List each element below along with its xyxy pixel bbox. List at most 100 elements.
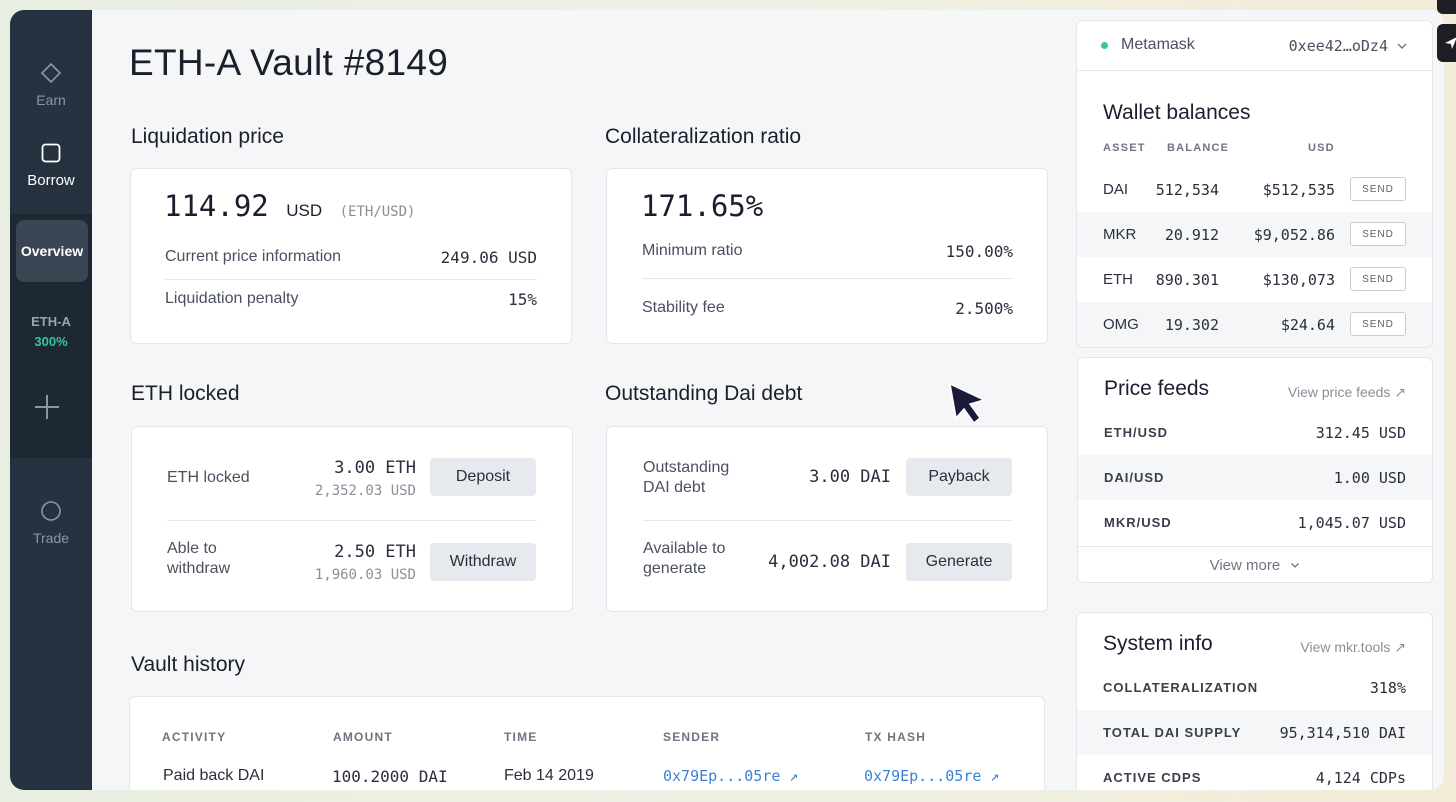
asset-name: OMG	[1103, 316, 1139, 333]
system-value: 95,314,510 DAI	[1279, 724, 1406, 742]
col-asset: ASSET	[1103, 142, 1146, 154]
dai-debt-card: Outstanding DAI debt 3.00 DAI Payback Av…	[606, 426, 1048, 612]
corner-control-send[interactable]	[1437, 24, 1456, 62]
sidebar: Earn Borrow Overview ETH-A 300% Trade	[10, 10, 92, 790]
eth-locked-label: ETH locked	[167, 469, 250, 486]
asset-usd: $512,535	[1262, 181, 1335, 199]
nav-overview[interactable]: Overview	[16, 220, 88, 282]
send-mkr-button[interactable]: SEND	[1350, 222, 1406, 246]
current-price-label: Current price information	[165, 248, 342, 265]
collateral-ratio-value: 171.65%	[641, 189, 764, 223]
add-vault-icon[interactable]	[32, 392, 62, 422]
withdraw-button[interactable]: Withdraw	[430, 543, 536, 581]
collateral-card: 171.65% Minimum ratio 150.00% Stability …	[606, 168, 1048, 344]
diamond-icon	[40, 62, 62, 84]
view-more-button[interactable]: View more	[1078, 546, 1432, 582]
nav-earn[interactable]: Earn	[10, 62, 92, 108]
liquidation-card: 114.92 USD (ETH/USD) Current price infor…	[130, 168, 572, 344]
outstanding-debt-line2: DAI debt	[643, 479, 706, 496]
system-row-dai-supply: TOTAL DAI SUPPLY 95,314,510 DAI	[1077, 710, 1432, 755]
stability-fee-value: 2.500%	[955, 299, 1013, 318]
outstanding-debt-value: 3.00 DAI	[809, 467, 891, 487]
wallet-card: Metamask 0xee42…oDz4 Wallet balances ASS…	[1076, 20, 1433, 348]
col-time: TIME	[504, 730, 538, 744]
feed-pair: MKR/USD	[1104, 515, 1172, 530]
asset-name: ETH	[1103, 271, 1133, 288]
divider	[167, 520, 537, 521]
wallet-provider: Metamask	[1121, 36, 1195, 53]
col-amount: AMOUNT	[333, 730, 393, 744]
chevron-down-icon	[1397, 43, 1407, 49]
feed-value: 1.00 USD	[1333, 469, 1406, 487]
asset-usd: $9,052.86	[1253, 226, 1335, 244]
mouse-cursor-icon	[949, 382, 987, 425]
liquidation-title: Liquidation price	[131, 125, 284, 148]
able-to-withdraw-line1: Able to	[167, 540, 217, 557]
available-generate-line2: generate	[643, 560, 707, 577]
feed-value: 312.45 USD	[1315, 424, 1406, 442]
history-sender-link[interactable]: 0x79Ep...05re ↗	[663, 767, 799, 785]
send-omg-button[interactable]: SEND	[1350, 312, 1406, 336]
system-info-card: System info View mkr.tools ↗ COLLATERALI…	[1076, 612, 1433, 790]
nav-trade[interactable]: Trade	[10, 500, 92, 546]
eth-locked-usd: 2,352.03 USD	[314, 483, 416, 499]
view-price-feeds-link[interactable]: View price feeds ↗	[1287, 384, 1406, 400]
send-eth-button[interactable]: SEND	[1350, 267, 1406, 291]
available-generate-value: 4,002.08 DAI	[768, 552, 891, 572]
col-sender: SENDER	[663, 730, 721, 744]
liquidation-pair: (ETH/USD)	[339, 204, 416, 220]
view-mkr-tools-link[interactable]: View mkr.tools ↗	[1300, 639, 1406, 655]
feed-pair: ETH/USD	[1104, 425, 1169, 440]
vault-history-title: Vault history	[131, 653, 245, 676]
nav-trade-label: Trade	[32, 530, 70, 546]
nav-earn-label: Earn	[36, 92, 66, 108]
vault-type-label: ETH-A	[31, 314, 71, 329]
system-row-collateralization: COLLATERALIZATION 318%	[1077, 665, 1432, 710]
system-label: TOTAL DAI SUPPLY	[1103, 725, 1242, 740]
asset-usd: $24.64	[1280, 316, 1335, 334]
wallet-header[interactable]: Metamask 0xee42…oDz4	[1077, 21, 1432, 71]
nav-borrow-label: Borrow	[27, 172, 75, 189]
asset-name: MKR	[1103, 226, 1137, 243]
system-label: COLLATERALIZATION	[1103, 680, 1259, 695]
outstanding-debt-label: Outstanding DAI debt	[643, 458, 729, 498]
outstanding-debt-line1: Outstanding	[643, 459, 730, 476]
price-feeds-title: Price feeds	[1104, 377, 1210, 400]
liquidation-unit: USD	[286, 201, 323, 220]
able-to-withdraw-label: Able to withdraw	[167, 539, 230, 579]
liquidation-price-value: 114.92 USD (ETH/USD)	[164, 189, 415, 223]
eth-locked-title: ETH locked	[131, 382, 240, 405]
eth-locked-value: 3.00 ETH	[334, 458, 416, 478]
generate-button[interactable]: Generate	[906, 543, 1012, 581]
eth-locked-card: ETH locked 3.00 ETH 2,352.03 USD Deposit…	[131, 426, 573, 612]
send-dai-button[interactable]: SEND	[1350, 177, 1406, 201]
nav-borrow[interactable]: Borrow	[10, 142, 92, 189]
available-generate-label: Available to generate	[643, 539, 725, 579]
history-time: Feb 14 2019	[504, 767, 594, 784]
feed-row-eth: ETH/USD 312.45 USD	[1078, 410, 1432, 455]
asset-balance: 890.301	[1155, 271, 1219, 289]
withdraw-usd: 1,960.03 USD	[314, 567, 416, 583]
square-icon	[41, 143, 61, 163]
system-info-title: System info	[1103, 632, 1213, 655]
chevron-down-icon	[1291, 563, 1300, 568]
price-feeds-card: Price feeds View price feeds ↗ ETH/USD 3…	[1077, 357, 1433, 583]
corner-control-top[interactable]	[1437, 0, 1456, 14]
system-row-active-cdps: ACTIVE CDPS 4,124 CDPs	[1077, 755, 1432, 790]
liquidation-penalty-label: Liquidation penalty	[165, 290, 299, 307]
vault-history-table: ACTIVITY AMOUNT TIME SENDER TX HASH Paid…	[129, 696, 1045, 790]
asset-balance: 512,534	[1155, 181, 1219, 199]
col-usd: USD	[1308, 142, 1335, 154]
col-tx-hash: TX HASH	[865, 730, 927, 744]
feed-value: 1,045.07 USD	[1297, 514, 1406, 532]
available-generate-line1: Available to	[643, 540, 726, 557]
nav-vault-eth-a[interactable]: ETH-A 300%	[10, 312, 92, 352]
page-title: ETH-A Vault #8149	[129, 42, 449, 83]
asset-balance: 19.302	[1164, 316, 1219, 334]
balance-row-dai: DAI 512,534 $512,535 SEND	[1077, 167, 1432, 212]
balance-row-omg: OMG 19.302 $24.64 SEND	[1077, 302, 1432, 347]
history-tx-hash-link[interactable]: 0x79Ep...05re ↗	[864, 767, 1000, 785]
payback-button[interactable]: Payback	[906, 458, 1012, 496]
asset-balance: 20.912	[1164, 226, 1219, 244]
deposit-button[interactable]: Deposit	[430, 458, 536, 496]
